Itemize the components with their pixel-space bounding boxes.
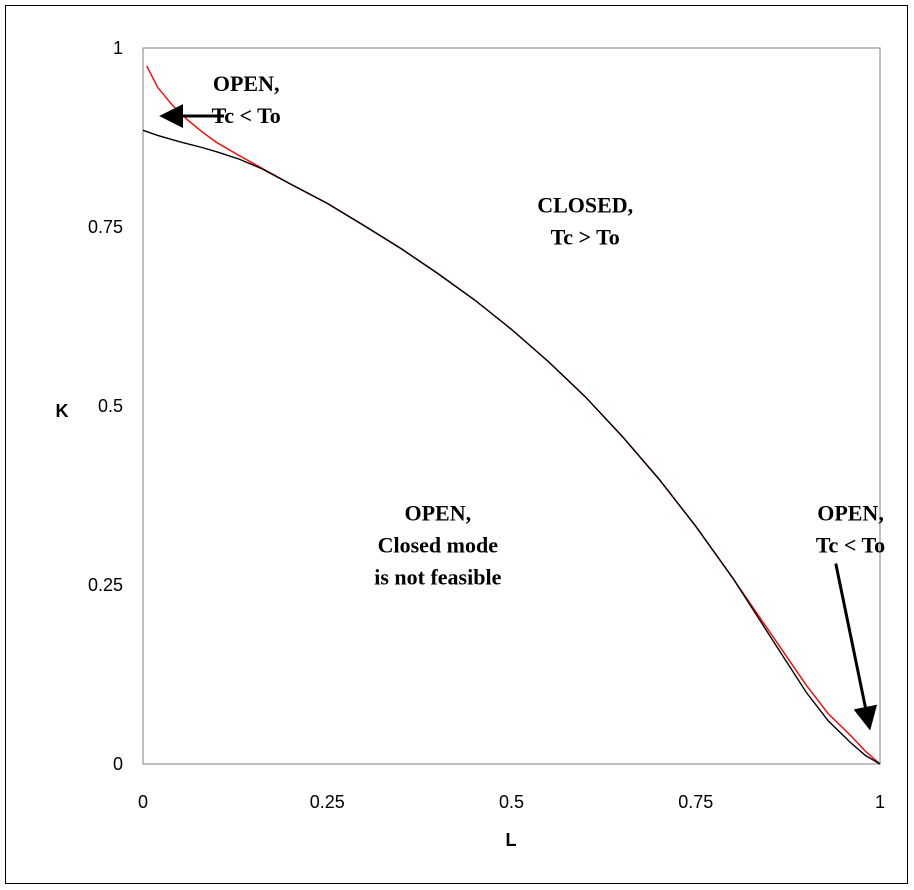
annotation-2-line-1: CLOSED, bbox=[537, 193, 633, 218]
annotation-layer: OPEN, Tc < To CLOSED, Tc > To OPEN, Closed mo… bbox=[159, 71, 885, 731]
x-tick-label: 0 bbox=[138, 792, 148, 812]
annotation-3-line-1: OPEN, bbox=[404, 501, 471, 526]
annotation-3-line-3: is not feasible bbox=[374, 565, 501, 590]
y-tick-label: 0.5 bbox=[98, 396, 123, 416]
x-tick-label: 0.75 bbox=[678, 792, 713, 812]
series-layer bbox=[142, 65, 881, 765]
y-tick-label: 1 bbox=[113, 38, 123, 58]
y-tick-label: 0 bbox=[113, 754, 123, 774]
annotation-3-line-2: Closed mode bbox=[378, 533, 499, 558]
y-axis-title: K bbox=[56, 401, 69, 421]
annotation-1-line-1: OPEN, bbox=[213, 71, 280, 96]
x-axis-title: L bbox=[506, 830, 517, 850]
annotation-arrow-2 bbox=[834, 563, 878, 731]
x-tick-label: 0.25 bbox=[310, 792, 345, 812]
series-line-2 bbox=[142, 129, 881, 765]
y-tick-label: 0.25 bbox=[88, 575, 123, 595]
annotation-4-line-2: Tc < To bbox=[816, 533, 885, 558]
x-tick-label: 1 bbox=[875, 792, 885, 812]
y-tick-label: 0.75 bbox=[88, 217, 123, 237]
tick-layer: 0 0.25 0.5 0.75 1 0 0.25 0.5 0.75 1 bbox=[88, 38, 885, 812]
annotation-2-line-2: Tc > To bbox=[551, 225, 620, 250]
plot-area bbox=[142, 47, 881, 765]
x-tick-label: 0.5 bbox=[499, 792, 524, 812]
annotation-4-line-1: OPEN, bbox=[817, 501, 884, 526]
